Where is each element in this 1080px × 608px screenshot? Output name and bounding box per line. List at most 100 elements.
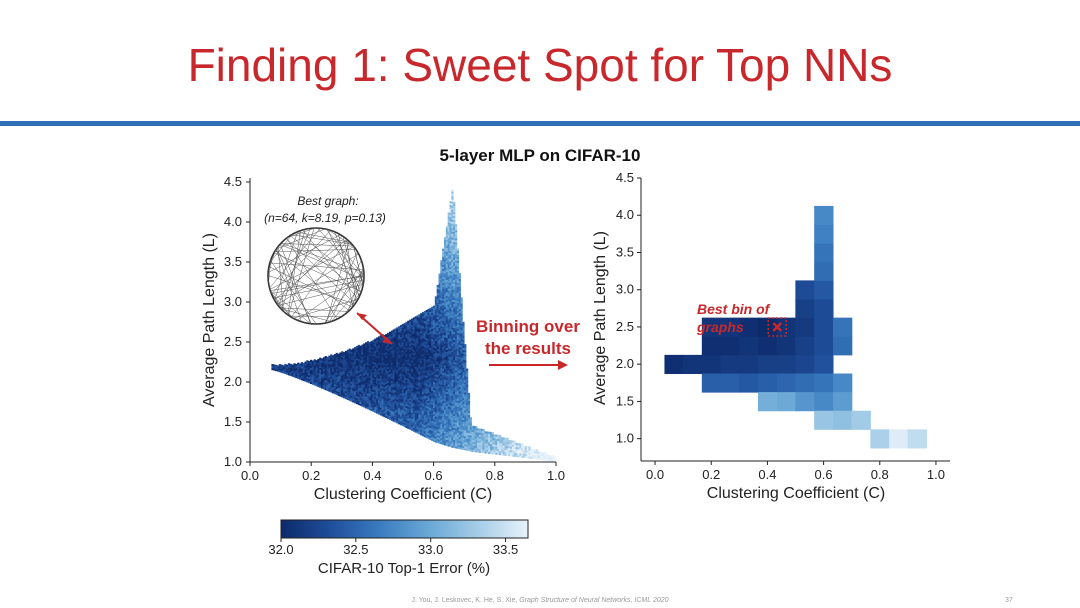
scatter-point: [355, 395, 359, 399]
scatter-point: [401, 374, 404, 377]
scatter-point: [471, 447, 474, 450]
scatter-point: [387, 412, 390, 416]
scatter-point: [447, 226, 450, 229]
scatter-point: [442, 310, 445, 313]
scatter-point: [451, 219, 454, 222]
scatter-point: [407, 320, 410, 323]
scatter-point: [354, 367, 357, 370]
scatter-point: [398, 368, 401, 371]
scatter-point: [324, 378, 327, 381]
scatter-point: [366, 395, 370, 398]
scatter-point: [447, 412, 450, 415]
scatter-point: [444, 419, 447, 422]
scatter-point: [421, 430, 425, 433]
scatter-point: [388, 411, 392, 414]
scatter-point: [445, 379, 449, 383]
scatter-point: [370, 364, 373, 368]
scatter-point: [432, 391, 436, 394]
scatter-point: [444, 425, 447, 428]
scatter-point: [368, 364, 371, 367]
scatter-point: [326, 378, 329, 381]
scatter-point: [475, 446, 478, 449]
scatter-point: [361, 350, 364, 353]
scatter-point: [449, 388, 452, 392]
scatter-point: [392, 365, 395, 368]
scatter-point: [455, 226, 458, 229]
scatter-point: [304, 367, 307, 370]
scatter-point: [432, 399, 436, 402]
scatter-point: [416, 383, 419, 386]
scatter-point: [449, 420, 452, 424]
scatter-point: [444, 299, 447, 302]
scatter-point: [458, 389, 461, 392]
scatter-point: [412, 339, 415, 342]
scatter-point: [421, 348, 425, 351]
scatter-point: [421, 346, 425, 349]
scatter-point: [326, 362, 329, 365]
scatter-point: [396, 353, 399, 356]
scatter-point: [466, 370, 469, 373]
scatter-point: [478, 440, 482, 443]
scatter-point: [420, 321, 423, 324]
scatter-point: [322, 385, 326, 388]
scatter-point: [484, 433, 487, 436]
scatter-point: [453, 373, 456, 377]
scatter-point: [464, 388, 467, 391]
scatter-point: [341, 381, 344, 384]
best-bin-box: [767, 317, 787, 337]
scatter-point: [453, 439, 456, 443]
scatter-point: [324, 370, 327, 373]
scatter-point: [456, 404, 460, 407]
scatter-point: [396, 355, 399, 358]
scatter-point: [398, 390, 401, 393]
scatter-point: [451, 389, 454, 392]
scatter-point: [354, 399, 357, 402]
scatter-point: [385, 373, 388, 377]
scatter-point: [372, 393, 375, 396]
scatter-point: [447, 356, 450, 359]
scatter-point: [462, 395, 465, 398]
scatter-point: [394, 380, 397, 383]
scatter-point: [409, 411, 412, 414]
scatter-point: [392, 387, 395, 390]
scatter-point: [456, 316, 460, 319]
scatter-point: [440, 436, 443, 439]
scatter-point: [381, 356, 384, 359]
scatter-point: [442, 258, 445, 261]
scatter-point: [458, 305, 461, 308]
scatter-point: [387, 332, 390, 336]
scatter-point: [526, 456, 529, 459]
scatter-point: [309, 359, 313, 362]
scatter-point: [387, 378, 390, 382]
heatmap-bin: [720, 354, 740, 374]
scatter-point: [392, 399, 395, 402]
scatter-point: [464, 442, 467, 445]
scatter-point: [289, 369, 292, 373]
scatter-point: [388, 331, 392, 334]
scatter-point: [427, 376, 430, 380]
scatter-point: [398, 382, 401, 385]
scatter-point: [456, 248, 460, 251]
scatter-point: [381, 348, 384, 351]
scatter-point: [449, 424, 452, 428]
scatter-point: [390, 358, 393, 361]
scatter-panel: 0.0 0.2 0.4 0.6 0.8 1.0 1.01.52.02.53.03.54.0…: [201, 174, 565, 503]
scatter-point: [365, 382, 368, 385]
scatter-point: [456, 396, 460, 399]
scatter-point: [456, 268, 460, 271]
scatter-point: [414, 366, 417, 369]
scatter-point: [440, 278, 443, 281]
scatter-point: [449, 412, 452, 416]
scatter-point: [427, 372, 430, 376]
scatter-point: [423, 335, 427, 338]
scatter-point: [405, 339, 408, 343]
scatter-point: [460, 351, 463, 354]
scatter-point: [436, 346, 439, 350]
scatter-point: [451, 291, 454, 294]
scatter-point: [440, 422, 443, 425]
scatter-point: [365, 348, 368, 351]
scatter-point: [488, 447, 491, 450]
scatter-point: [444, 287, 447, 290]
scatter-point: [429, 409, 432, 413]
scatter-point: [460, 361, 463, 364]
